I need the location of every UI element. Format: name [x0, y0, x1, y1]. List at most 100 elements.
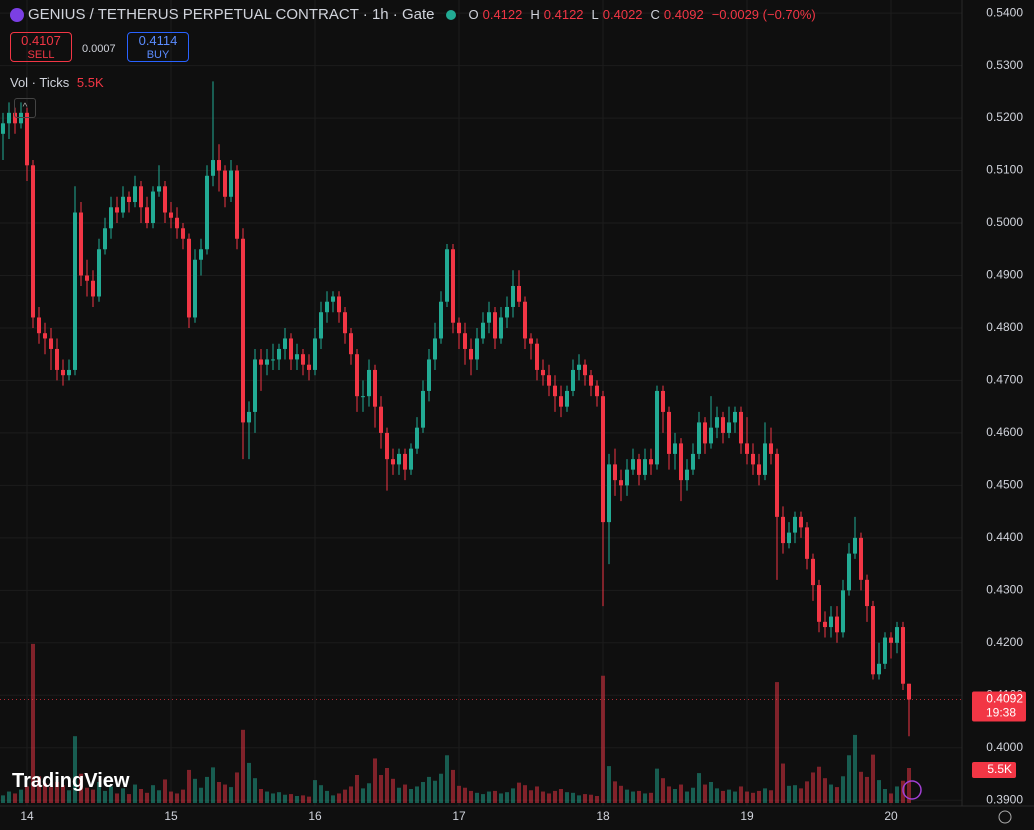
candle-body — [697, 422, 701, 454]
candle-body — [769, 443, 773, 454]
buy-button[interactable]: 0.4114 BUY — [127, 32, 189, 62]
candle-body — [871, 606, 875, 675]
y-tick-label: 0.4800 — [986, 320, 1023, 334]
y-tick-label: 0.4600 — [986, 425, 1023, 439]
candle-body — [85, 275, 89, 281]
volume-bar — [37, 776, 41, 803]
x-tick-label: 20 — [884, 809, 898, 823]
candle-body — [43, 333, 47, 339]
volume-bar — [451, 769, 455, 803]
volume-bar — [505, 792, 509, 803]
candle-body — [31, 165, 35, 318]
candle-body — [163, 186, 167, 213]
volume-bar — [433, 780, 437, 803]
candle-body — [337, 296, 341, 313]
volume-bar — [475, 792, 479, 803]
volume-bar — [889, 793, 893, 803]
volume-bar — [283, 794, 287, 803]
volume-bar — [487, 791, 491, 803]
volume-bar — [817, 766, 821, 803]
candle-body — [487, 312, 491, 323]
h-value: 0.4122 — [543, 7, 584, 22]
volume-bar — [757, 790, 761, 803]
candle-body — [811, 558, 815, 586]
price-axis — [962, 0, 1034, 806]
volume-bar — [259, 789, 263, 803]
volume-bar — [673, 789, 677, 803]
candle-body — [433, 338, 437, 360]
y-tick-label: 0.5300 — [986, 58, 1023, 72]
y-tick-label: 0.4000 — [986, 740, 1023, 754]
candle-body — [187, 238, 191, 318]
volume-bar — [805, 781, 809, 803]
candle-body — [547, 375, 551, 386]
alert-icon — [902, 780, 922, 800]
y-tick-label: 0.5200 — [986, 110, 1023, 124]
candle-body — [709, 427, 713, 444]
candle-body — [241, 238, 245, 423]
volume-bar — [73, 736, 77, 803]
candle-body — [325, 301, 329, 313]
candle-body — [685, 469, 689, 481]
candle-body — [379, 406, 383, 433]
symbol: GENIUS / TETHERUS PERPETUAL CONTRACT · 1… — [28, 6, 435, 23]
volume-bar — [145, 792, 149, 803]
candle-body — [403, 453, 407, 470]
candle-body — [877, 663, 881, 675]
x-tick-label: 14 — [20, 809, 34, 823]
candle-body — [625, 469, 629, 486]
candle-body — [349, 333, 353, 355]
candle-body — [409, 448, 413, 470]
candle-body — [841, 590, 845, 633]
volume-bar — [67, 790, 71, 803]
candle-body — [301, 354, 305, 365]
volume-bar — [109, 786, 113, 803]
candle-body — [451, 249, 455, 323]
candle-body — [253, 359, 257, 412]
candle-body — [61, 369, 65, 376]
volume-bar — [667, 786, 671, 803]
candle-body — [559, 396, 563, 407]
candle-body — [853, 537, 857, 554]
candle-body — [373, 369, 377, 407]
candle-body — [529, 338, 533, 344]
candle-body — [457, 322, 461, 334]
collapse-button[interactable]: ^ — [14, 98, 36, 118]
volume-bar — [841, 776, 845, 803]
spread: 0.0007 — [82, 43, 116, 55]
candle-body — [805, 527, 809, 559]
volume-bar — [199, 787, 203, 803]
volume-legend: Vol · Ticks 5.5K — [10, 75, 104, 90]
candle-body — [79, 212, 83, 276]
candle-body — [799, 516, 803, 528]
sell-button[interactable]: 0.4107 SELL — [10, 32, 72, 62]
candle-body — [691, 453, 695, 470]
y-tick-label: 0.4300 — [986, 583, 1023, 597]
volume-bar — [43, 783, 47, 803]
candle-body — [775, 453, 779, 517]
candle-body — [577, 364, 581, 370]
volume-bar — [685, 791, 689, 803]
candle-body — [781, 516, 785, 544]
candle-body — [439, 301, 443, 339]
volume-title: Vol · Ticks — [10, 75, 70, 90]
candle-body — [823, 621, 827, 628]
volume-bar — [367, 783, 371, 803]
candle-body — [733, 411, 737, 423]
candle-body — [883, 637, 887, 664]
candle-body — [115, 207, 119, 213]
candle-body — [613, 464, 617, 481]
last-price-label: 0.4092 — [986, 692, 1023, 706]
candle-body — [157, 186, 161, 192]
settings-button[interactable] — [998, 810, 1012, 824]
candle-body — [463, 333, 467, 349]
candle-body — [727, 422, 731, 433]
candle-body — [235, 170, 239, 239]
candle-body — [199, 249, 203, 260]
candle-body — [535, 343, 539, 370]
candle-body — [721, 417, 725, 433]
candle-body — [481, 322, 485, 339]
candle-body — [541, 369, 545, 376]
candle-body — [277, 348, 281, 360]
